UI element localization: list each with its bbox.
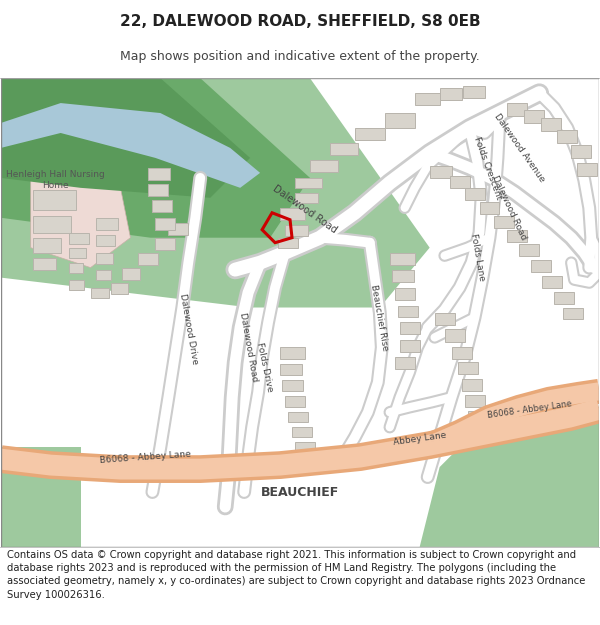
Polygon shape — [395, 288, 415, 299]
Polygon shape — [155, 217, 175, 230]
Polygon shape — [1, 78, 310, 238]
Polygon shape — [577, 163, 597, 176]
Polygon shape — [430, 166, 452, 178]
Polygon shape — [280, 364, 302, 376]
Polygon shape — [33, 238, 61, 252]
Polygon shape — [95, 269, 110, 279]
Polygon shape — [415, 93, 440, 105]
Text: Dalewood Road: Dalewood Road — [238, 312, 259, 382]
Text: Abbey Lane: Abbey Lane — [392, 431, 447, 447]
Text: Henleigh Hall Nursing
Home: Henleigh Hall Nursing Home — [6, 170, 105, 189]
Text: Beauchief Rise: Beauchief Rise — [370, 284, 390, 351]
Polygon shape — [1, 103, 260, 188]
Polygon shape — [292, 428, 312, 437]
Polygon shape — [400, 322, 419, 334]
Polygon shape — [1, 447, 80, 547]
Polygon shape — [169, 222, 188, 235]
Polygon shape — [139, 253, 158, 264]
Polygon shape — [295, 178, 322, 188]
Polygon shape — [392, 269, 413, 282]
Polygon shape — [463, 86, 485, 98]
Polygon shape — [68, 248, 86, 258]
Polygon shape — [355, 128, 385, 140]
Polygon shape — [524, 110, 544, 123]
Text: B6068 - Abbey Lane: B6068 - Abbey Lane — [100, 449, 191, 465]
Polygon shape — [419, 388, 599, 547]
Polygon shape — [532, 259, 551, 272]
Polygon shape — [541, 118, 562, 131]
Text: Dalewood Avenue: Dalewood Avenue — [493, 112, 547, 184]
Polygon shape — [494, 216, 514, 227]
Polygon shape — [479, 202, 499, 214]
Polygon shape — [155, 238, 175, 249]
Polygon shape — [33, 190, 76, 210]
Text: 22, DALEWOOD ROAD, SHEFFIELD, S8 0EB: 22, DALEWOOD ROAD, SHEFFIELD, S8 0EB — [119, 14, 481, 29]
Polygon shape — [278, 238, 298, 248]
Polygon shape — [68, 262, 83, 272]
Polygon shape — [122, 268, 140, 279]
Polygon shape — [1, 78, 250, 198]
Polygon shape — [440, 88, 461, 100]
Text: BEAUCHIEF: BEAUCHIEF — [261, 486, 339, 499]
Polygon shape — [464, 188, 485, 200]
Polygon shape — [280, 208, 305, 220]
Polygon shape — [571, 145, 591, 158]
Polygon shape — [285, 225, 308, 236]
Polygon shape — [148, 184, 169, 196]
Polygon shape — [95, 235, 115, 246]
Polygon shape — [508, 103, 527, 116]
Text: Dalewood Road: Dalewood Road — [271, 184, 339, 236]
Polygon shape — [542, 276, 562, 288]
Polygon shape — [31, 138, 130, 268]
Polygon shape — [295, 442, 315, 452]
Polygon shape — [68, 232, 89, 244]
Polygon shape — [434, 312, 455, 326]
Text: Folds Crescent: Folds Crescent — [472, 135, 503, 201]
Polygon shape — [467, 411, 487, 423]
Polygon shape — [148, 168, 170, 180]
Polygon shape — [449, 176, 470, 188]
Text: Contains OS data © Crown copyright and database right 2021. This information is : Contains OS data © Crown copyright and d… — [7, 550, 586, 599]
Polygon shape — [310, 160, 338, 172]
Polygon shape — [152, 200, 172, 212]
Text: B6068 - Abbey Lane: B6068 - Abbey Lane — [487, 399, 572, 419]
Text: Dalewood Road: Dalewood Road — [491, 174, 529, 241]
Polygon shape — [464, 395, 485, 408]
Polygon shape — [445, 329, 464, 342]
Polygon shape — [385, 113, 415, 128]
Polygon shape — [1, 78, 430, 308]
Polygon shape — [110, 282, 128, 294]
Text: Folds Lane: Folds Lane — [469, 233, 486, 282]
Polygon shape — [557, 130, 577, 143]
Polygon shape — [295, 193, 318, 202]
Polygon shape — [390, 253, 415, 264]
Polygon shape — [288, 412, 308, 422]
Polygon shape — [33, 258, 56, 269]
Polygon shape — [520, 244, 539, 256]
Polygon shape — [554, 291, 574, 304]
Polygon shape — [395, 357, 415, 369]
Polygon shape — [400, 341, 419, 352]
Polygon shape — [563, 308, 583, 319]
Polygon shape — [95, 217, 118, 230]
Polygon shape — [508, 230, 527, 242]
Polygon shape — [285, 396, 305, 408]
Polygon shape — [282, 381, 303, 391]
Polygon shape — [461, 379, 482, 391]
Text: Dalewood Drive: Dalewood Drive — [178, 293, 199, 366]
Polygon shape — [91, 288, 109, 298]
Polygon shape — [398, 306, 418, 318]
Polygon shape — [280, 348, 305, 359]
Polygon shape — [330, 143, 358, 155]
Polygon shape — [458, 362, 478, 374]
Polygon shape — [95, 253, 113, 264]
Polygon shape — [452, 348, 472, 359]
Polygon shape — [33, 216, 71, 232]
Text: Map shows position and indicative extent of the property.: Map shows position and indicative extent… — [120, 50, 480, 62]
Text: Folds Drive: Folds Drive — [256, 342, 275, 393]
Polygon shape — [68, 279, 83, 289]
